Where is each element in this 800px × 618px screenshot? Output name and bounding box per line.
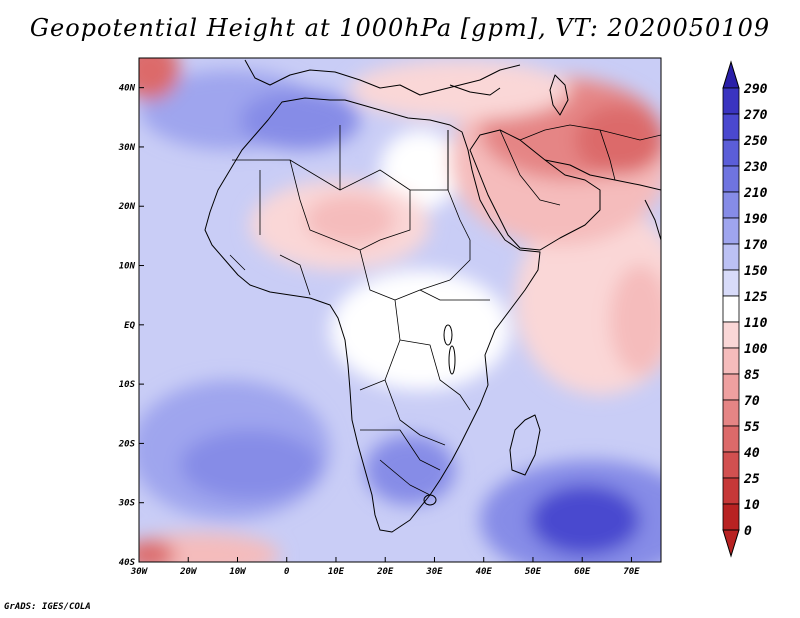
- lat-tick-label: 20S: [118, 439, 136, 449]
- colorbar-swatch: [722, 113, 740, 141]
- colorbar-label: 210: [743, 186, 768, 201]
- colorbar-label: 110: [744, 316, 768, 331]
- field-shading: [139, 58, 661, 562]
- colorbar-swatch: [722, 191, 740, 219]
- lon-tick-label: 10W: [229, 567, 247, 577]
- lon-tick-label: 30W: [130, 567, 149, 577]
- colorbar-label: 270: [743, 108, 768, 123]
- map-frame: [138, 57, 662, 563]
- colorbar-swatch: [722, 139, 740, 167]
- lat-tick-label: 30N: [118, 143, 136, 153]
- colorbar-top-arrow: [722, 60, 740, 89]
- colorbar-swatch: [722, 503, 740, 531]
- colorbar-swatch: [722, 87, 740, 115]
- turkey-coastline: [449, 84, 501, 96]
- lon-tick-label: 70E: [623, 567, 640, 577]
- colorbar-swatch: [722, 243, 740, 271]
- colorbar-swatch: [722, 321, 740, 349]
- longitude-axis: 30W 20W 10W 0 10E 20E 30E 40E 50E 60E 70E: [130, 557, 640, 577]
- lon-tick-label: 50E: [525, 567, 542, 577]
- india-coastline: [644, 199, 661, 241]
- colorbar-swatch: [722, 399, 740, 427]
- colorbar-swatch: [722, 347, 740, 375]
- map-title: Geopotential Height at 1000hPa [gpm], VT…: [29, 14, 771, 42]
- colorbar-label: 190: [744, 212, 768, 227]
- colorbar-swatch: [722, 217, 740, 245]
- colorbar: 2902702502302101901701501251101008570554…: [722, 60, 768, 558]
- colorbar-label: 85: [744, 368, 760, 383]
- colorbar-swatch: [722, 451, 740, 479]
- colorbar-label: 230: [743, 160, 768, 175]
- colorbar-label: 40: [744, 446, 760, 461]
- colorbar-label: 55: [744, 420, 760, 435]
- lon-tick-label: 0: [284, 567, 290, 577]
- colorbar-swatch: [722, 165, 740, 193]
- colorbar-label: 150: [744, 264, 768, 279]
- lat-tick-label: 10N: [119, 262, 136, 272]
- colorbar-label: 10: [744, 498, 760, 513]
- latitude-axis: 40N 30N 20N 10N EQ 10S 20S 30S 40S: [118, 84, 144, 568]
- colorbar-label: 100: [744, 342, 768, 357]
- madagascar-coastline: [509, 414, 541, 476]
- lat-tick-label: 10S: [119, 380, 136, 390]
- arabia-coastline: [469, 129, 601, 251]
- colorbar-swatch: [722, 373, 740, 401]
- africa-coastline: [204, 97, 541, 533]
- footer-credit: GrADS: IGES/COLA: [4, 602, 91, 612]
- lat-tick-label: 40N: [119, 84, 136, 94]
- lat-tick-label: 20N: [118, 202, 136, 212]
- colorbar-swatch: [722, 425, 740, 453]
- colorbar-swatch: [722, 477, 740, 505]
- lon-tick-label: 60E: [574, 567, 591, 577]
- lon-tick-label: 20W: [179, 567, 198, 577]
- caspian-coastline: [549, 74, 569, 116]
- colorbar-label: 25: [743, 472, 760, 487]
- colorbar-swatch: [722, 269, 740, 297]
- colorbar-label: 170: [744, 238, 768, 253]
- colorbar-label: 125: [744, 290, 768, 305]
- geopotential-field: [139, 58, 661, 562]
- lat-tick-label: 40S: [119, 558, 136, 568]
- colorbar-swatch: [722, 295, 740, 323]
- colorbar-label: 0: [744, 524, 752, 539]
- lon-tick-label: 30E: [425, 567, 443, 577]
- europe-coastline: [244, 59, 521, 96]
- lat-tick-label: 30S: [118, 499, 136, 509]
- persia-coastline: [544, 159, 661, 191]
- colorbar-label: 290: [743, 82, 768, 97]
- colorbar-label: 70: [744, 394, 760, 409]
- country-borders: [229, 124, 661, 496]
- lon-tick-label: 40E: [476, 567, 493, 577]
- lat-tick-label: EQ: [124, 321, 135, 331]
- colorbar-label: 250: [743, 134, 768, 149]
- lon-tick-label: 20E: [376, 567, 394, 577]
- colorbar-bottom-arrow: [722, 529, 740, 558]
- coastlines-and-borders: [204, 59, 661, 533]
- lon-tick-label: 10E: [328, 567, 345, 577]
